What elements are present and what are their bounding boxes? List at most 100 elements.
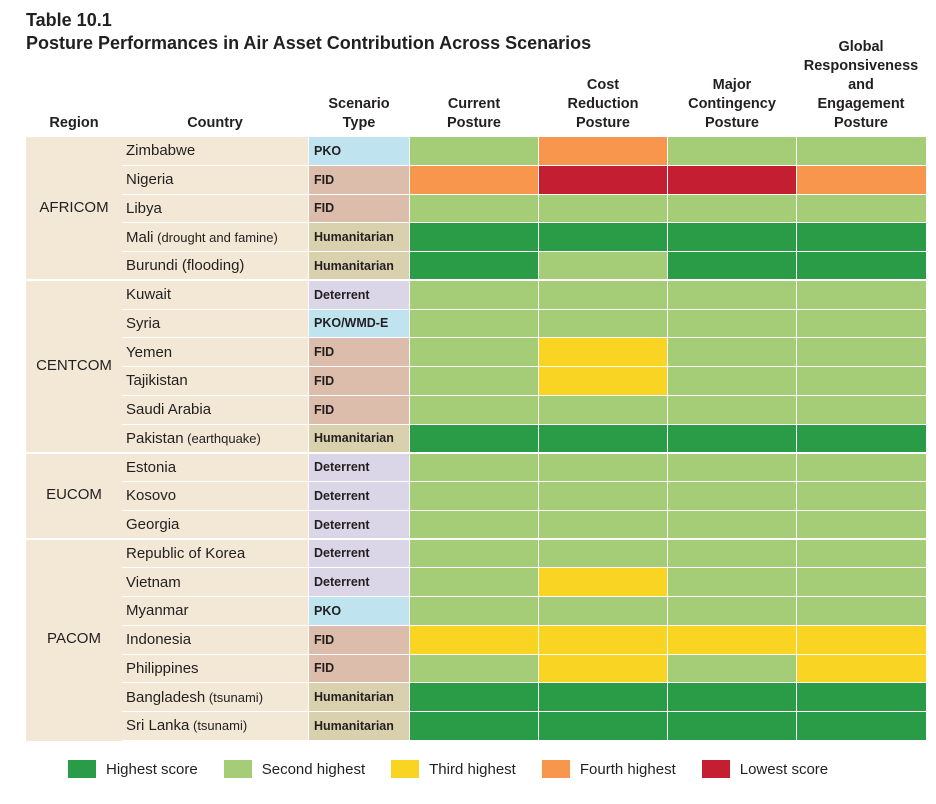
score-cell [668, 309, 796, 338]
country-note: (drought and famine) [153, 229, 278, 245]
score-cell [539, 309, 667, 338]
country-cell: Bangladesh (tsunami) [122, 683, 308, 711]
score-cell [410, 568, 538, 596]
legend-swatch [391, 760, 420, 778]
score-cell [797, 510, 926, 539]
scenario-type-badge: PKO [309, 597, 409, 625]
header-region: Region [49, 115, 99, 131]
scenario-type-badge: Deterrent [309, 539, 409, 568]
score-cell [410, 482, 538, 510]
legend-label: Third highest [429, 760, 516, 778]
score-cell [797, 683, 926, 711]
score-cell [539, 654, 667, 683]
country-cell: Indonesia [122, 625, 308, 654]
score-cell [410, 338, 538, 366]
country-cell: Syria [122, 309, 308, 338]
score-cell [797, 453, 926, 481]
score-cell [797, 625, 926, 654]
score-cell [410, 395, 538, 424]
scenario-type-badge: Humanitarian [309, 683, 409, 711]
country-cell: Mali (drought and famine) [122, 223, 308, 251]
legend-item: Fourth highest [541, 760, 676, 778]
scenario-type-badge: PKO [309, 137, 409, 165]
scenario-type-badge: Humanitarian [309, 424, 409, 453]
legend: Highest score Second highest Third highest… [68, 760, 854, 778]
score-cell [797, 367, 926, 395]
score-cell [410, 280, 538, 309]
score-cell [539, 252, 667, 280]
country-name: Kuwait [126, 286, 172, 304]
region-divider [26, 279, 926, 282]
score-cell [410, 453, 538, 481]
country-cell: Yemen [122, 338, 308, 366]
country-name: Myanmar [126, 602, 189, 620]
score-cell [410, 510, 538, 539]
region-label: EUCOM [46, 486, 102, 504]
score-cell [539, 367, 667, 395]
legend-label: Lowest score [739, 760, 829, 778]
country-cell: Burundi (flooding) [122, 252, 308, 280]
score-cell [797, 309, 926, 338]
country-cell: Sri Lanka (tsunami) [122, 712, 308, 740]
score-cell [797, 654, 926, 683]
country-cell: Saudi Arabia [122, 395, 308, 424]
scenario-type-badge: Humanitarian [309, 712, 409, 740]
header-scenario-type: Scenario Type [328, 96, 390, 131]
score-cell [539, 568, 667, 596]
scenario-type-badge: Humanitarian [309, 252, 409, 280]
country-name: Bangladesh [126, 688, 206, 706]
country-cell: Kosovo [122, 482, 308, 510]
legend-label: Highest score [106, 760, 198, 778]
header-major-contingency-posture: Major Contingency Posture [688, 77, 776, 131]
score-cell [668, 395, 796, 424]
score-cell [410, 424, 538, 453]
scenario-type-badge: FID [309, 165, 409, 194]
scenario-type-badge: Deterrent [309, 510, 409, 539]
country-name: Estonia [126, 458, 177, 476]
table-title: Posture Performances in Air Asset Contri… [26, 33, 592, 53]
score-cell [797, 137, 926, 165]
score-cell [797, 338, 926, 366]
score-cell [668, 482, 796, 510]
score-cell [410, 654, 538, 683]
score-cell [797, 597, 926, 625]
header-cost-reduction-posture: Cost Reduction Posture [567, 77, 639, 131]
score-cell [539, 683, 667, 711]
country-name: Indonesia [126, 631, 192, 649]
score-cell [668, 165, 796, 194]
score-cell [668, 654, 796, 683]
scenario-type-badge: FID [309, 338, 409, 366]
legend-label: Fourth highest [579, 760, 676, 778]
score-cell [797, 280, 926, 309]
country-name: Philippines [126, 659, 199, 677]
country-name: Zimbabwe [126, 142, 196, 160]
score-cell [668, 539, 796, 568]
region-label: PACOM [47, 630, 101, 648]
scenario-type-badge: FID [309, 625, 409, 654]
score-cell [668, 367, 796, 395]
legend-item: Third highest [391, 760, 516, 778]
country-name: Libya [126, 199, 162, 217]
legend-swatch [541, 760, 570, 778]
country-cell: Republic of Korea [122, 539, 308, 568]
country-note: (earthquake) [183, 430, 261, 446]
country-cell: Philippines [122, 654, 308, 683]
scenario-type-badge: FID [309, 367, 409, 395]
score-cell [539, 280, 667, 309]
score-cell [539, 424, 667, 453]
score-cell [539, 482, 667, 510]
score-cell [410, 625, 538, 654]
score-cell [797, 165, 926, 194]
score-cell [410, 309, 538, 338]
country-name: Yemen [126, 343, 173, 361]
score-cell [668, 712, 796, 740]
legend-item: Highest score [68, 760, 198, 778]
country-name: Mali [126, 228, 154, 246]
score-cell [668, 453, 796, 481]
score-cell [668, 597, 796, 625]
country-cell: Zimbabwe [122, 137, 308, 165]
country-name: Kosovo [126, 487, 177, 505]
scenario-type-badge: FID [309, 395, 409, 424]
score-cell [539, 712, 667, 740]
country-name: Pakistan [126, 429, 184, 447]
